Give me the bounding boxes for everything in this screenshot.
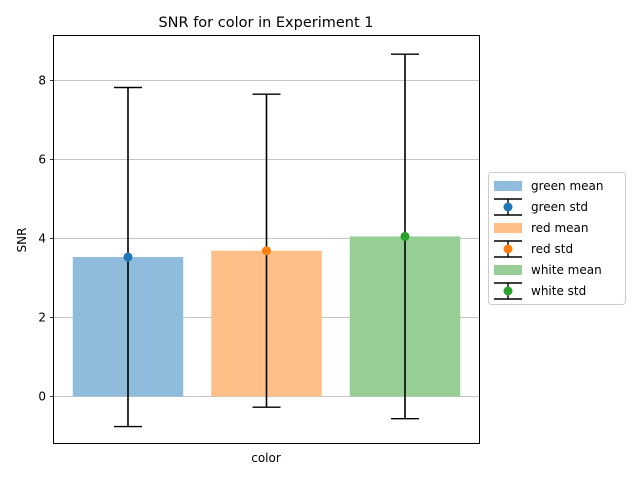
y-tick-label: 0	[38, 390, 46, 404]
mean-point-red	[262, 246, 271, 256]
legend-swatch-bar	[494, 223, 522, 233]
plot-frame	[53, 35, 480, 444]
chart-title: SNR for color in Experiment 1	[158, 15, 373, 31]
y-axis-label: SNR	[15, 228, 29, 253]
y-tick-label: 4	[38, 232, 46, 246]
legend-label: green std	[531, 200, 588, 214]
legend-label: green mean	[531, 179, 604, 193]
y-tick-label: 6	[38, 153, 46, 167]
legend-swatch-point	[503, 202, 513, 212]
legend-swatch-bar	[494, 181, 522, 191]
legend-swatch-point	[503, 286, 513, 296]
legend-label: red mean	[531, 221, 589, 235]
y-axis: 0 2 4 6 8	[38, 74, 54, 404]
legend-swatch-bar	[494, 265, 522, 275]
legend-swatch-point	[503, 244, 513, 254]
y-tick-label: 8	[38, 74, 46, 88]
mean-point-white	[400, 231, 410, 241]
legend-label: white std	[531, 284, 586, 298]
error-bars	[114, 53, 419, 428]
legend-label: white mean	[531, 263, 602, 277]
legend-frame	[488, 172, 626, 305]
legend-label: red std	[531, 242, 573, 256]
y-tick-label: 2	[38, 311, 46, 325]
legend: green mean green std red mean red std white …	[488, 172, 626, 305]
mean-point-green	[123, 252, 133, 262]
x-axis-label: color	[251, 451, 281, 465]
